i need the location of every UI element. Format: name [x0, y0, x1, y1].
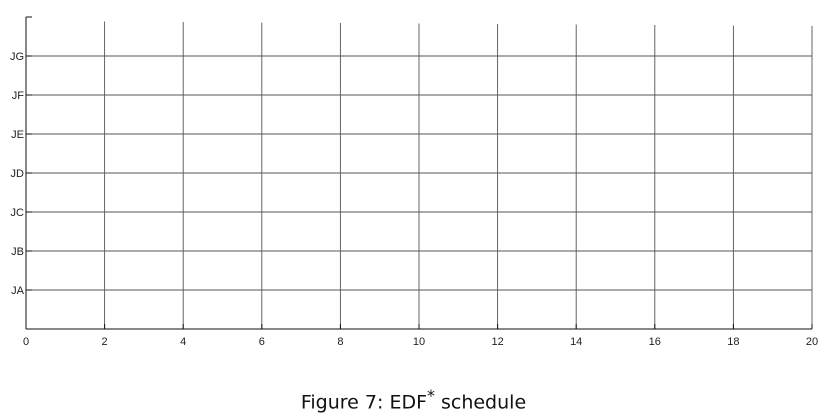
y-axis-ticks: JA JB JC JD JE JF JG	[10, 51, 32, 297]
vertical-gridlines	[104, 21, 813, 329]
x-tick-label: 10	[413, 336, 425, 348]
x-tick-label: 6	[259, 336, 265, 348]
caption-suffix: schedule	[440, 391, 527, 414]
x-tick-label: 12	[491, 336, 503, 348]
x-tick-label: 20	[806, 336, 818, 348]
schedule-chart: 0 2 4 6 8 10 12 14 16 18 20 JA JB JC JD JE JF JG	[10, 16, 818, 348]
x-tick-label: 14	[570, 336, 582, 348]
x-axis-ticks: 0 2 4 6 8 10 12 14 16 18 20	[23, 324, 818, 348]
y-tick-label-jb: JB	[11, 246, 24, 258]
y-tick-label-jg: JG	[10, 51, 24, 63]
y-tick-label-jd: JD	[11, 168, 25, 180]
caption-label: Figure 7:	[300, 391, 384, 414]
x-tick-label: 0	[23, 336, 29, 348]
x-tick-label: 8	[337, 336, 343, 348]
job-rows	[26, 55, 812, 291]
y-tick-label-jf: JF	[12, 90, 25, 102]
y-tick-label-ja: JA	[11, 285, 25, 297]
y-tick-label-je: JE	[11, 129, 24, 141]
x-tick-label: 4	[180, 336, 186, 348]
y-tick-label-jc: JC	[11, 207, 25, 219]
caption-text: EDF	[389, 391, 428, 414]
caption-superscript: *	[427, 386, 435, 405]
x-tick-label: 2	[102, 336, 108, 348]
x-tick-label: 16	[649, 336, 661, 348]
figure-caption: Figure 7: EDF* schedule	[0, 386, 827, 413]
x-tick-label: 18	[727, 336, 739, 348]
